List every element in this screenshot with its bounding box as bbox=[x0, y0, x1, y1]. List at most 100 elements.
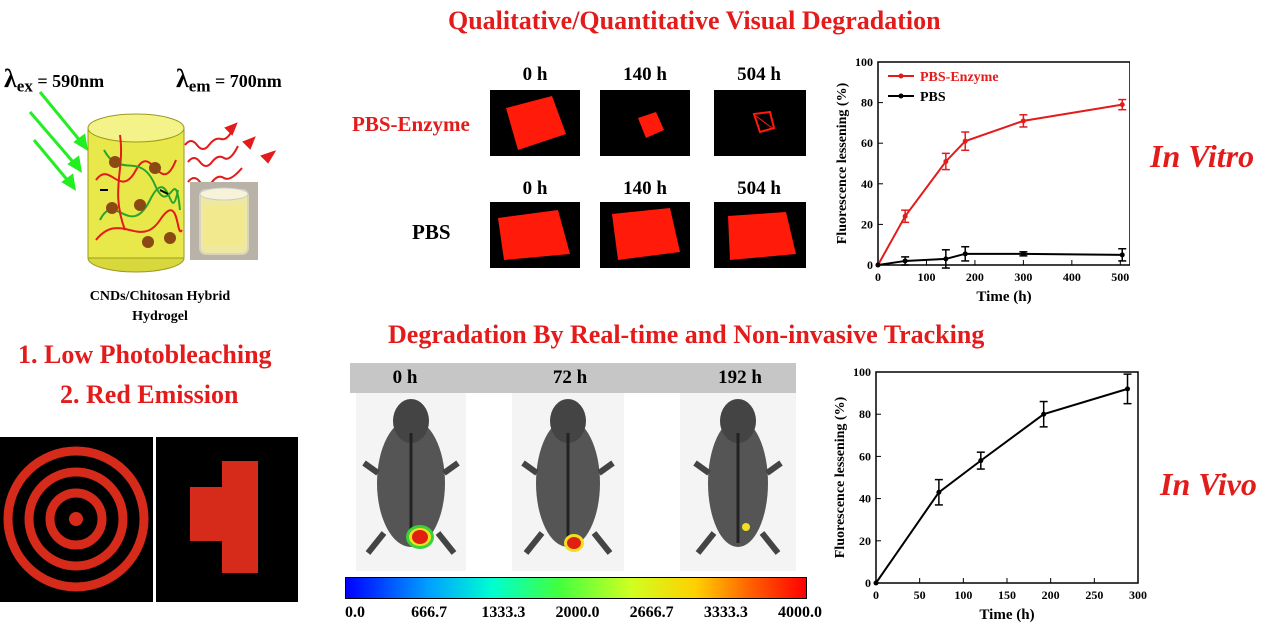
x-tick-label: 500 bbox=[1111, 270, 1129, 284]
data-point bbox=[962, 138, 968, 144]
emission-waves-icon bbox=[184, 122, 277, 187]
x-tick-label: 300 bbox=[1014, 270, 1032, 284]
intensity-colorbar bbox=[345, 577, 807, 599]
series-line bbox=[877, 103, 1123, 266]
feature-low-photobleaching: 1. Low Photobleaching bbox=[18, 340, 272, 369]
legend-marker bbox=[898, 73, 904, 79]
hydrogel-caption-line2: Hydrogel bbox=[132, 309, 188, 324]
colorbar-tick-label: 4000.0 bbox=[778, 604, 822, 621]
vivo-time-192: 192 h bbox=[718, 367, 762, 388]
colorbar-tick-label: 2000.0 bbox=[555, 604, 600, 621]
hydrogel-photo bbox=[190, 182, 258, 260]
excitation-arrows-icon bbox=[28, 91, 89, 191]
lambda-em-value: = 700nm bbox=[210, 71, 282, 91]
legend-label: PBS bbox=[920, 90, 946, 105]
x-tick-label: 300 bbox=[1129, 588, 1147, 602]
row-label-pbs-enzyme: PBS-Enzyme bbox=[352, 112, 470, 136]
legend-marker bbox=[898, 93, 904, 99]
x-tick-label: 100 bbox=[954, 588, 972, 602]
y-axis-label: Fluorescence lessening (%) bbox=[835, 82, 850, 244]
data-point bbox=[936, 489, 942, 495]
x-tick-label: 100 bbox=[917, 270, 935, 284]
y-tick-label: 40 bbox=[861, 177, 873, 191]
y-tick-label: 100 bbox=[855, 55, 873, 69]
y-tick-label: 20 bbox=[859, 534, 871, 548]
data-point bbox=[1119, 252, 1125, 258]
y-tick-label: 20 bbox=[861, 217, 873, 231]
t-shape-image bbox=[156, 437, 298, 602]
lambda-em-sub: em bbox=[188, 76, 211, 96]
data-point bbox=[902, 258, 908, 264]
data-point bbox=[875, 262, 881, 268]
vitro-time-504-row2: 504 h bbox=[737, 178, 781, 199]
x-axis-label: Time (h) bbox=[976, 289, 1031, 305]
feature-red-emission: 2. Red Emission bbox=[60, 380, 239, 409]
plot-frame bbox=[877, 61, 1130, 266]
x-tick-label: 0 bbox=[875, 270, 881, 284]
mouse-72h-image bbox=[512, 393, 624, 571]
mouse-0h-image bbox=[356, 393, 466, 571]
hydrogel-caption: CNDs/Chitosan Hybrid Hydrogel bbox=[60, 287, 260, 327]
vitro-time-140-row1: 140 h bbox=[623, 64, 667, 85]
vivo-time-0: 0 h bbox=[392, 367, 418, 388]
data-point bbox=[1119, 102, 1125, 108]
lambda-ex-value: = 590nm bbox=[32, 71, 105, 91]
cylinder-icon bbox=[87, 113, 185, 273]
hydrogel-caption-line1: CNDs/Chitosan Hybrid bbox=[89, 289, 231, 304]
in-vivo-label: In Vivo bbox=[1160, 466, 1257, 502]
y-tick-label: 0 bbox=[867, 258, 873, 272]
colorbar-tick-label: 1333.3 bbox=[481, 604, 526, 621]
legend-label: PBS-Enzyme bbox=[920, 70, 999, 85]
data-point bbox=[902, 213, 908, 219]
colorbar-tick-label: 3333.3 bbox=[703, 604, 748, 621]
vitro-pbs-140h-image bbox=[600, 202, 690, 268]
middle-title: Degradation By Real-time and Non-invasiv… bbox=[388, 320, 985, 349]
series-line bbox=[877, 252, 1123, 266]
x-tick-label: 50 bbox=[914, 588, 926, 602]
colorbar-tick-label: 0.0 bbox=[345, 604, 365, 621]
y-tick-label: 60 bbox=[861, 136, 873, 150]
y-tick-label: 80 bbox=[859, 407, 871, 421]
x-tick-label: 250 bbox=[1085, 588, 1103, 602]
vitro-time-0-row2: 0 h bbox=[522, 178, 548, 199]
x-tick-label: 0 bbox=[873, 588, 879, 602]
x-tick-label: 200 bbox=[966, 270, 984, 284]
vitro-pbs-0h-image bbox=[490, 202, 580, 268]
y-tick-label: 40 bbox=[859, 492, 871, 506]
in-vitro-label: In Vitro bbox=[1150, 138, 1255, 174]
vitro-enzyme-0h-image bbox=[490, 90, 580, 156]
data-point bbox=[978, 458, 984, 464]
top-title: Qualitative/Quantitative Visual Degradat… bbox=[448, 6, 941, 35]
in-vitro-chart: 0 100 200 300 400 500 0 20 40 60 80 100 Time (h) Fluo… bbox=[835, 55, 1130, 305]
row-label-pbs: PBS bbox=[412, 220, 451, 244]
vitro-time-0-row1: 0 h bbox=[522, 64, 548, 85]
data-point bbox=[943, 256, 949, 262]
data-point bbox=[1125, 386, 1131, 392]
concentric-rings-image bbox=[0, 437, 153, 602]
data-point bbox=[962, 251, 968, 257]
data-point bbox=[943, 158, 949, 164]
lambda-ex-symbol: λ bbox=[4, 64, 17, 93]
mouse-192h-image bbox=[680, 393, 796, 571]
x-tick-label: 150 bbox=[998, 588, 1016, 602]
y-tick-label: 60 bbox=[859, 449, 871, 463]
lambda-em-label: λem = 700nm bbox=[176, 64, 282, 97]
lambda-em-symbol: λ bbox=[176, 64, 189, 93]
lambda-ex-label: λex = 590nm bbox=[4, 64, 104, 97]
series-line bbox=[875, 387, 1128, 584]
colorbar-tick-label: 666.7 bbox=[411, 604, 448, 621]
x-tick-label: 400 bbox=[1063, 270, 1081, 284]
y-tick-label: 100 bbox=[853, 365, 871, 379]
plot-frame bbox=[875, 371, 1139, 584]
in-vivo-chart: 0 50 100 150 200 250 300 0 20 40 60 80 100 Time (h) Fl… bbox=[833, 365, 1147, 623]
vitro-pbs-504h-image bbox=[714, 202, 806, 268]
vitro-enzyme-140h-image bbox=[600, 90, 690, 156]
colorbar-tick-label: 2666.7 bbox=[629, 604, 674, 621]
x-axis-label: Time (h) bbox=[979, 607, 1034, 623]
vitro-enzyme-504h-image bbox=[714, 90, 806, 156]
y-axis-label: Fluorescence lessening (%) bbox=[833, 396, 848, 558]
hydrogel-schematic bbox=[28, 91, 277, 273]
lambda-ex-sub: ex bbox=[16, 76, 33, 96]
data-point bbox=[1041, 411, 1047, 417]
vivo-time-72: 72 h bbox=[552, 367, 588, 388]
